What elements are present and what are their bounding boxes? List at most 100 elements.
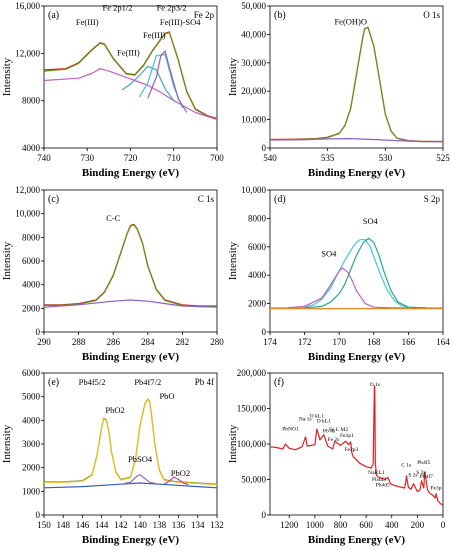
peak-label: PbSO4: [128, 454, 153, 464]
x-tick-label: 530: [379, 153, 393, 163]
x-axis-label: Binding Energy (eV): [82, 534, 180, 546]
corner-label: O 1s: [423, 10, 440, 20]
x-tick-label: 284: [141, 337, 155, 347]
y-tick-label: 5000: [22, 392, 41, 402]
series-line: [44, 223, 217, 307]
x-tick-label: 132: [210, 520, 224, 530]
x-tick-label: 1000: [306, 520, 325, 530]
chart-a: 740 730 720 710 700 4000 8000 12,000 16,000 Fe 2p…: [1, 1, 224, 179]
y-axis-label: Intensity: [227, 241, 239, 280]
peak-label: Fe2p1: [340, 433, 354, 439]
x-tick-label: 174: [263, 337, 277, 347]
y-tick-label: 6000: [22, 368, 41, 378]
corner-label: Fe 2p: [194, 10, 215, 20]
y-tick-label: 16,000: [15, 1, 40, 11]
y-tick-label: 4000: [22, 280, 41, 290]
y-tick-label: 10,000: [15, 209, 40, 219]
series-line: [270, 26, 443, 143]
x-tick-label: 146: [76, 520, 90, 530]
series-line: [270, 138, 443, 143]
y-axis-label: Intensity: [1, 424, 13, 463]
y-tick-label: 3000: [22, 439, 41, 449]
series-line: [270, 239, 443, 309]
y-tick-label: 12,000: [15, 48, 40, 58]
peak-label: C 1s: [401, 463, 411, 469]
series-line: [44, 299, 217, 308]
x-tick-label: 172: [298, 337, 312, 347]
series-line: [304, 237, 426, 309]
peak-label: PbO: [159, 391, 174, 401]
y-tick-label: 8000: [22, 232, 41, 242]
x-tick-label: 144: [95, 520, 109, 530]
peak-label: Pb4f5/2: [79, 377, 106, 387]
peak-label: O kL1: [310, 414, 324, 420]
peak-label: Pb4d5: [376, 483, 390, 489]
peak-label: Fe(III): [76, 17, 99, 27]
y-tick-label: 150,000: [237, 404, 267, 414]
plot-frame: [269, 189, 444, 333]
x-tick-label: 166: [402, 337, 416, 347]
peak-label: Pb4f7: [420, 473, 433, 480]
chart-panel-f: 1200 1000 800 600 400 200 0 0 50,000 100,000 150,0…: [226, 367, 451, 550]
peak-label: O 1s: [370, 382, 380, 388]
plot-frame: [43, 372, 218, 516]
y-tick-label: 0: [262, 510, 267, 520]
y-tick-label: 2000: [248, 299, 267, 309]
y-tick-label: 200,000: [237, 368, 267, 378]
y-axis-label: Intensity: [227, 424, 239, 463]
y-tick-label: 0: [36, 510, 41, 520]
peak-label: PbO2: [171, 468, 190, 478]
y-tick-label: 12,000: [15, 185, 40, 195]
x-axis-label: Binding Energy (eV): [82, 351, 180, 363]
x-axis-label: Binding Energy (eV): [308, 351, 406, 363]
series-group: [44, 31, 217, 121]
chart-panel-a: 740 730 720 710 700 4000 8000 12,000 16,000 Fe 2p…: [0, 0, 225, 183]
plot-frame: [269, 5, 444, 149]
x-tick-label: 740: [37, 153, 51, 163]
x-tick-label: 540: [263, 153, 277, 163]
peak-label: O kL1: [317, 419, 331, 425]
series-line: [270, 27, 443, 143]
y-tick-label: 1000: [22, 486, 41, 496]
plot-frame: [43, 189, 218, 333]
y-tick-label: 10,000: [241, 115, 266, 125]
peak-label: Fe3p: [430, 485, 441, 491]
series-line: [270, 385, 443, 506]
series-group: [270, 26, 443, 143]
x-tick-label: 142: [114, 520, 128, 530]
peak-label: Pb4f7/2: [134, 377, 161, 387]
x-tick-label: 288: [72, 337, 86, 347]
x-tick-label: 290: [37, 337, 51, 347]
y-tick-label: 4000: [22, 143, 41, 153]
corner-label: Pb 4f: [195, 377, 214, 387]
peak-label: Fe 2s: [328, 437, 340, 443]
x-tick-label: 1200: [280, 520, 299, 530]
y-tick-label: 4000: [22, 415, 41, 425]
chart-panel-d: 174 172 170 168 166 164 0 2000 4000 6000 8000 10,00…: [226, 184, 451, 367]
x-tick-label: 400: [385, 520, 399, 530]
x-axis-label: Binding Energy (eV): [308, 534, 406, 546]
peak-label: Fe(OH)O: [334, 16, 367, 26]
panel-label: (b): [274, 10, 286, 21]
y-tick-label: 8000: [248, 213, 267, 223]
peak-label: Fe(III)-SO4: [160, 17, 201, 27]
series-group: [44, 223, 217, 308]
y-tick-label: 10,000: [241, 185, 266, 195]
y-tick-label: 6000: [248, 242, 267, 252]
peak-label: Pb4f5: [417, 459, 430, 466]
plot-frame: [43, 5, 218, 149]
peak-label: S 2s: [408, 473, 417, 479]
peak-label: PbO2: [105, 405, 124, 415]
y-tick-label: 2000: [22, 303, 41, 313]
x-tick-label: 148: [56, 520, 70, 530]
x-axis-label: Binding Energy (eV): [308, 167, 406, 179]
peak-label: Fe 2p3/2: [157, 3, 187, 13]
y-tick-label: 8000: [22, 96, 41, 106]
series-line: [121, 65, 175, 102]
peak-label: Pb4d3: [372, 477, 386, 483]
chart-panel-b: 540 535 530 525 0 10,000 20,000 30,000 40,000 50,…: [226, 0, 451, 183]
y-tick-label: 50,000: [241, 475, 266, 485]
plot-frame: [269, 372, 444, 516]
x-tick-label: 710: [167, 153, 181, 163]
x-tick-label: 0: [441, 520, 446, 530]
